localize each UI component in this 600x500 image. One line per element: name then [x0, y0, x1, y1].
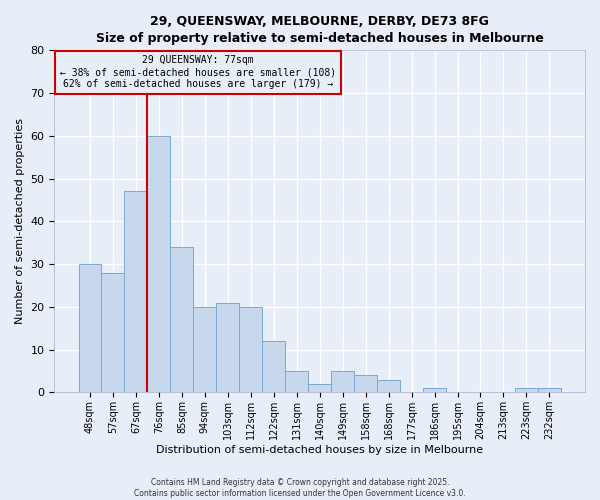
Text: 29 QUEENSWAY: 77sqm
← 38% of semi-detached houses are smaller (108)
62% of semi-: 29 QUEENSWAY: 77sqm ← 38% of semi-detach… — [59, 56, 336, 88]
Bar — [515, 388, 538, 392]
Bar — [423, 388, 446, 392]
Bar — [331, 371, 354, 392]
Text: Contains HM Land Registry data © Crown copyright and database right 2025.
Contai: Contains HM Land Registry data © Crown c… — [134, 478, 466, 498]
Bar — [79, 264, 101, 392]
Y-axis label: Number of semi-detached properties: Number of semi-detached properties — [15, 118, 25, 324]
Bar — [538, 388, 561, 392]
Bar — [124, 192, 148, 392]
Title: 29, QUEENSWAY, MELBOURNE, DERBY, DE73 8FG
Size of property relative to semi-deta: 29, QUEENSWAY, MELBOURNE, DERBY, DE73 8F… — [96, 15, 544, 45]
Bar — [170, 247, 193, 392]
Bar — [308, 384, 331, 392]
Bar — [193, 307, 217, 392]
X-axis label: Distribution of semi-detached houses by size in Melbourne: Distribution of semi-detached houses by … — [156, 445, 483, 455]
Bar — [354, 376, 377, 392]
Bar — [377, 380, 400, 392]
Bar — [101, 272, 124, 392]
Bar — [217, 302, 239, 392]
Bar — [148, 136, 170, 392]
Bar — [262, 341, 285, 392]
Bar — [239, 307, 262, 392]
Bar — [285, 371, 308, 392]
